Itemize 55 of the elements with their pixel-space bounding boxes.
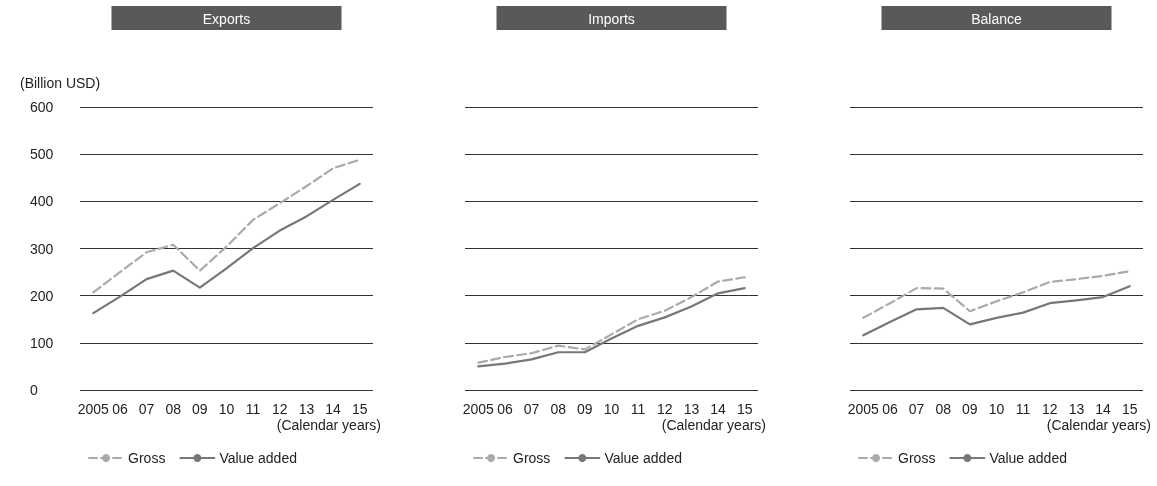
line-series	[92, 182, 361, 315]
legend-label: Gross	[128, 450, 166, 466]
legend-label: Value added	[219, 450, 297, 466]
x-tick-label: 08	[935, 401, 952, 417]
x-tick-label: 11	[245, 401, 261, 417]
x-tick-label: 08	[165, 401, 182, 417]
y-tick-label: 400	[30, 193, 54, 210]
x-tick-label: 10	[603, 401, 620, 417]
x-axis-title: (Calendar years)	[1046, 417, 1151, 433]
y-axis-title: (Billion USD)	[20, 75, 101, 91]
x-axis-title: (Calendar years)	[276, 417, 381, 433]
legend-label: Value added	[604, 450, 682, 466]
x-tick-label: 07	[523, 401, 540, 417]
x-tick-label: 09	[962, 401, 978, 417]
chart-title: Exports	[202, 11, 251, 27]
y-tick-label: 100	[30, 334, 54, 351]
x-tick-label: 07	[138, 401, 155, 417]
x-tick-label: 11	[630, 401, 646, 417]
x-tick-label: 2005	[77, 401, 110, 417]
x-tick-label: 06	[882, 401, 898, 417]
legend-label: Value added	[989, 450, 1067, 466]
x-tick-label: 06	[497, 401, 513, 417]
x-tick-label: 12	[656, 401, 673, 417]
x-tick-label: 14	[1095, 401, 1112, 417]
x-tick-label: 10	[218, 401, 235, 417]
chart-title: Imports	[588, 11, 635, 27]
x-tick-label: 11	[1015, 401, 1031, 417]
y-tick-label: 500	[30, 146, 54, 163]
x-tick-label: 13	[1068, 401, 1085, 417]
x-tick-label: 15	[736, 401, 753, 417]
x-tick-label: 10	[988, 401, 1005, 417]
x-tick-label: 13	[683, 401, 700, 417]
x-tick-label: 07	[908, 401, 925, 417]
x-tick-label: 15	[1121, 401, 1138, 417]
x-axis-title: (Calendar years)	[661, 417, 766, 433]
x-tick-label: 13	[298, 401, 315, 417]
y-tick-label: 200	[30, 287, 54, 304]
chart-title: Balance	[971, 11, 1023, 27]
x-tick-label: 2005	[847, 401, 880, 417]
y-tick-label: 600	[30, 99, 54, 115]
legend-label: Gross	[513, 450, 551, 466]
x-tick-label: 14	[325, 401, 342, 417]
y-tick-label: 0	[30, 382, 38, 398]
legend-label: Gross	[898, 450, 936, 466]
x-tick-label: 08	[550, 401, 567, 417]
x-tick-label: 12	[1041, 401, 1058, 417]
line-series	[92, 158, 361, 294]
x-tick-label: 2005	[462, 401, 495, 417]
x-tick-label: 15	[351, 401, 368, 417]
x-tick-label: 12	[271, 401, 288, 417]
x-tick-label: 09	[192, 401, 208, 417]
x-tick-label: 06	[112, 401, 128, 417]
y-tick-label: 300	[30, 240, 54, 257]
x-tick-label: 09	[577, 401, 593, 417]
x-tick-label: 14	[710, 401, 727, 417]
